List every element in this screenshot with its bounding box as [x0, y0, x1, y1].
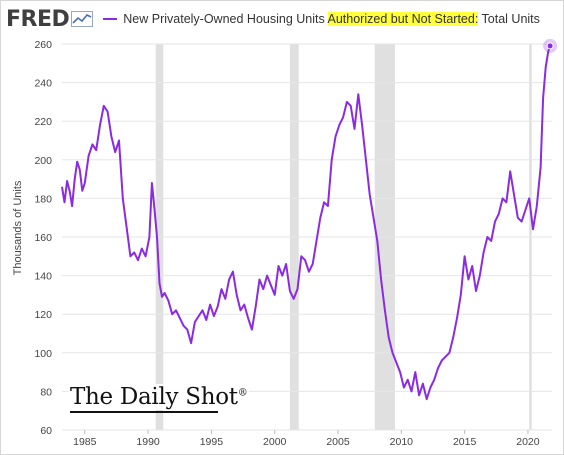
legend-series-title: New Privately-Owned Housing Units Author… [123, 12, 540, 26]
watermark-underline [70, 411, 218, 413]
y-tick-label: 240 [34, 78, 52, 90]
legend-title-part-2: Total Units [478, 12, 540, 26]
x-tick-label: 2020 [516, 436, 540, 448]
y-tick-label: 60 [40, 425, 52, 437]
last-point-marker [546, 42, 554, 50]
series-line [61, 45, 552, 401]
y-tick-label: 180 [34, 193, 52, 205]
watermark-text: The Daily Shot [70, 384, 238, 410]
y-tick-label: 100 [34, 348, 52, 360]
y-tick-label: 260 [34, 39, 52, 51]
watermark-reg: ® [237, 387, 248, 399]
y-tick-label: 200 [34, 155, 52, 167]
legend-title-part-1: New Privately-Owned Housing Units [123, 12, 328, 26]
y-axis-label: Thousands of Units [12, 180, 24, 276]
x-tick-label: 2015 [453, 436, 477, 448]
chart-header: FRED New Privately-Owned Housing Units A… [6, 6, 540, 32]
y-tick-label: 120 [34, 309, 52, 321]
x-tick-label: 1985 [73, 436, 97, 448]
x-tick-label: 1990 [136, 436, 160, 448]
legend-title-highlight: Authorized but Not Started: [327, 12, 479, 26]
daily-shot-watermark: The Daily Shot® [68, 384, 250, 410]
x-tick-label: 1995 [200, 436, 224, 448]
x-tick-label: 2000 [263, 436, 287, 448]
y-tick-label: 80 [40, 386, 52, 398]
line-chart-icon [71, 11, 94, 27]
y-tick-label: 220 [34, 116, 52, 128]
x-tick-label: 2010 [390, 436, 414, 448]
legend-swatch [103, 18, 118, 20]
x-tick-label: 2005 [326, 436, 350, 448]
y-tick-label: 140 [34, 271, 52, 283]
y-tick-label: 160 [34, 232, 52, 244]
fred-logo[interactable]: FRED [6, 6, 70, 32]
